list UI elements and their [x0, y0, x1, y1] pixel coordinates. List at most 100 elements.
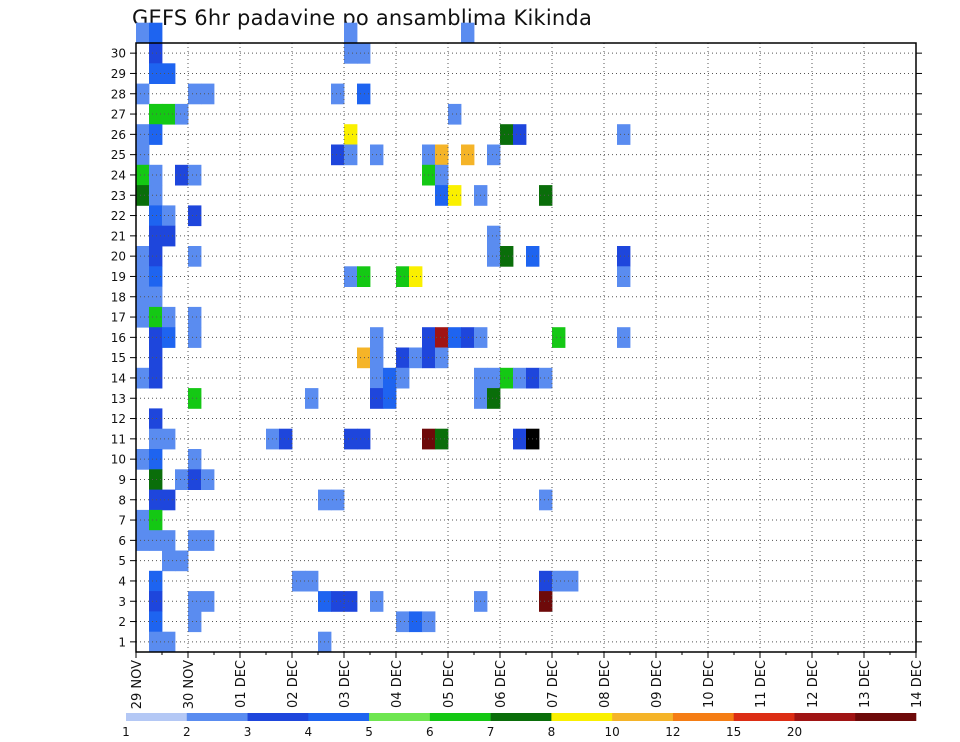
heatmap-cell	[149, 164, 163, 186]
heatmap-cell	[136, 286, 150, 308]
heatmap-cell	[188, 611, 202, 633]
heatmap-cell	[149, 246, 163, 267]
heatmap-cell	[500, 124, 514, 145]
heatmap-cell	[149, 225, 163, 247]
heatmap-cell	[396, 367, 410, 389]
heatmap-cell	[136, 22, 150, 44]
y-tick-label: 23	[111, 189, 126, 203]
heatmap-cell	[357, 428, 371, 450]
heatmap-cell	[175, 469, 189, 490]
y-tick-label: 24	[111, 168, 126, 182]
y-tick-label: 25	[111, 148, 126, 162]
legend-swatch	[369, 713, 431, 721]
legend-swatch	[733, 713, 795, 721]
x-tick-label: 02 DEC	[286, 660, 301, 708]
heatmap-cell	[500, 246, 514, 267]
legend-swatch	[429, 713, 491, 721]
heatmap-cell	[396, 347, 410, 369]
heatmap-cell	[487, 367, 501, 389]
heatmap-cell	[149, 306, 163, 328]
heatmap-cell	[136, 449, 150, 470]
heatmap-cell	[188, 164, 202, 186]
legend-swatch	[672, 713, 734, 721]
heatmap-cell	[149, 449, 163, 470]
heatmap-cell	[188, 388, 202, 409]
legend-label: 6	[426, 725, 434, 739]
heatmap-cell	[487, 144, 501, 166]
y-tick-label: 12	[111, 412, 126, 426]
heatmap-cell	[201, 591, 215, 612]
heatmap-cell	[617, 124, 631, 145]
heatmap-cell	[539, 367, 553, 389]
legend-swatch	[186, 713, 248, 721]
heatmap-cell	[279, 428, 293, 450]
heatmap-cell	[149, 185, 163, 206]
heatmap-cell	[149, 408, 163, 430]
y-tick-label: 8	[118, 493, 126, 507]
heatmap-cell	[136, 144, 150, 166]
heatmap-cell	[617, 266, 631, 287]
legend-swatch	[855, 713, 917, 721]
heatmap-cell	[149, 205, 163, 227]
x-tick-label: 09 DEC	[650, 660, 665, 708]
y-tick-label: 30	[111, 47, 126, 61]
x-tick-label: 04 DEC	[390, 660, 405, 708]
heatmap-cell	[149, 22, 163, 44]
x-tick-label: 03 DEC	[338, 660, 353, 708]
legend-label: 1	[122, 725, 130, 739]
heatmap-cell	[136, 124, 150, 145]
heatmap-cell	[292, 570, 306, 592]
heatmap-cell	[149, 611, 163, 633]
heatmap-cell	[188, 306, 202, 328]
heatmap-cell	[175, 103, 189, 125]
heatmap-cell	[435, 347, 449, 369]
heatmap-cell	[188, 246, 202, 267]
heatmap-cell	[461, 22, 475, 44]
heatmap-cell	[344, 591, 358, 612]
y-tick-label: 3	[118, 595, 126, 609]
heatmap-cell	[448, 185, 462, 206]
heatmap-cell	[331, 489, 345, 511]
y-tick-label: 14	[111, 371, 126, 385]
legend-label: 8	[548, 725, 556, 739]
heatmap-cell	[149, 489, 163, 511]
heatmap-cell	[149, 367, 163, 389]
heatmap-cell	[617, 246, 631, 267]
heatmap-cell	[357, 347, 371, 369]
y-tick-label: 5	[118, 554, 126, 568]
y-tick-label: 28	[111, 87, 126, 101]
heatmap-cell	[344, 124, 358, 145]
x-tick-label: 06 DEC	[494, 660, 509, 708]
heatmap-cell	[188, 591, 202, 612]
x-tick-label: 10 DEC	[702, 660, 717, 708]
y-tick-label: 10	[111, 453, 126, 467]
heatmap-cell	[487, 246, 501, 267]
y-tick-label: 4	[118, 574, 126, 588]
heatmap-cell	[149, 591, 163, 612]
heatmap-cell	[188, 83, 202, 105]
heatmap-cell	[448, 103, 462, 125]
legend-swatch	[126, 713, 188, 721]
heatmap-cell	[136, 164, 150, 186]
y-tick-label: 17	[111, 311, 126, 325]
y-tick-label: 2	[118, 615, 126, 629]
heatmap-cell	[617, 327, 631, 348]
heatmap-cell	[539, 570, 553, 592]
legend-label: 20	[787, 725, 802, 739]
heatmap-cell	[513, 124, 527, 145]
legend-swatch	[551, 713, 613, 721]
heatmap-cell	[149, 469, 163, 490]
heatmap-cell	[188, 530, 202, 551]
legend-label: 7	[487, 725, 495, 739]
x-tick-label: 07 DEC	[546, 660, 561, 708]
x-tick-label: 08 DEC	[598, 660, 613, 708]
heatmap-cell	[149, 286, 163, 308]
heatmap-cell	[149, 63, 163, 84]
heatmap-cell	[396, 266, 410, 287]
heatmap-cell	[149, 266, 163, 287]
heatmap-cell	[448, 327, 462, 348]
heatmap-cell	[188, 449, 202, 470]
heatmap-cell	[461, 327, 475, 348]
heatmap-cell	[136, 530, 150, 551]
